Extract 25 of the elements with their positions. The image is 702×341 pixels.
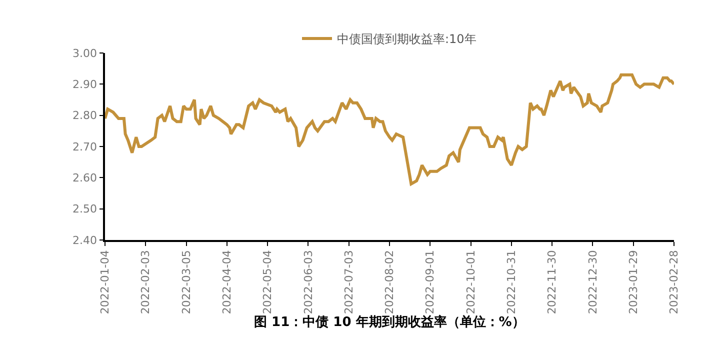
x-tick-label: 2022-01-04 bbox=[98, 250, 112, 314]
x-tick-label: 2023-02-28 bbox=[668, 250, 681, 314]
x-tick-label: 2022-05-04 bbox=[261, 250, 274, 314]
y-tick-label: 2.90 bbox=[72, 78, 98, 92]
x-tick-label: 2023-01-29 bbox=[626, 250, 640, 314]
x-tick-label: 2022-07-03 bbox=[342, 250, 356, 314]
y-tick-label: 2.40 bbox=[72, 234, 98, 247]
y-tick-label: 2.50 bbox=[72, 202, 98, 216]
x-tick-label: 2022-09-01 bbox=[424, 250, 437, 314]
legend-label: 中债国债到期收益率:10年 bbox=[337, 32, 476, 46]
x-tick-label: 2022-04-04 bbox=[220, 250, 234, 314]
y-tick-label: 3.00 bbox=[72, 46, 98, 60]
x-tick-label: 2022-08-02 bbox=[383, 250, 396, 314]
y-tick-label: 2.80 bbox=[72, 109, 98, 122]
text: 图 11：中债 10 年期到期收益率（单位：%） bbox=[254, 314, 525, 330]
x-tick-label: 2022-11-30 bbox=[546, 250, 559, 314]
line-series bbox=[105, 73, 674, 186]
x-tick-label: 2022-10-31 bbox=[505, 250, 518, 314]
x-tick-label: 2022-12-30 bbox=[586, 250, 600, 314]
x-tick-label: 2022-06-03 bbox=[302, 250, 315, 314]
y-tick-label: 2.70 bbox=[72, 140, 98, 154]
y-tick-label: 2.60 bbox=[72, 172, 98, 185]
x-tick-label: 2022-03-05 bbox=[180, 250, 193, 314]
x-tick-label: 2022-10-01 bbox=[464, 250, 478, 314]
x-tick-label: 2022-02-03 bbox=[139, 250, 152, 314]
